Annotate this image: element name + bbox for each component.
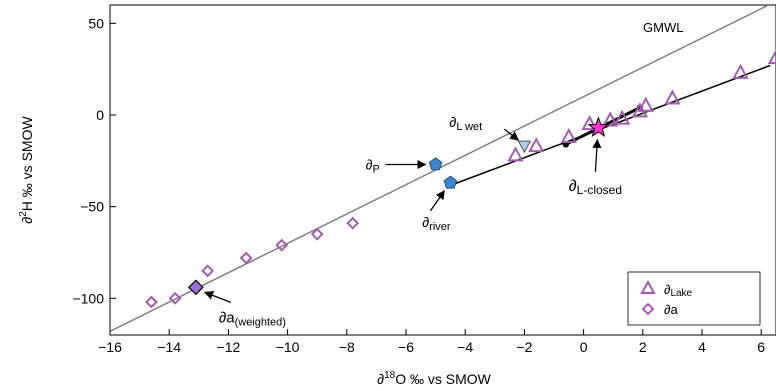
river-label: ∂river xyxy=(422,214,451,233)
l-wet-arrow xyxy=(503,128,520,141)
p-label: ∂P xyxy=(366,157,380,176)
x-axis-label-rest: O ‰ vs SMOW xyxy=(395,371,491,387)
x-tick-label: −6 xyxy=(398,339,414,355)
x-axis-label-sup: 18 xyxy=(384,370,396,381)
x-tick-label: −8 xyxy=(339,339,355,355)
gmwl-label: GMWL xyxy=(643,20,683,35)
y-axis-label: ∂2H ‰ vs SMOW xyxy=(18,116,35,224)
x-axis-label-main: ∂ xyxy=(377,371,384,387)
l-closed-label: ∂L-closed xyxy=(569,178,622,197)
y-axis-label-main: ∂ xyxy=(19,217,35,224)
annotations-layer: ∂a(weighted) ∂P ∂river ∂L wet ∂L-closed xyxy=(203,114,622,328)
lake-triangle-point xyxy=(664,89,681,105)
a-diamond-point xyxy=(239,251,253,265)
a-weighted-point xyxy=(187,279,204,296)
p-pentagon-point xyxy=(428,157,443,171)
plot-frame xyxy=(109,4,776,336)
x-tick-label: 2 xyxy=(639,339,647,355)
l-wet-triangle-point xyxy=(517,140,532,154)
river-arrow xyxy=(429,190,445,212)
a-diamond-point xyxy=(168,291,182,305)
lake-triangle-point xyxy=(732,63,749,79)
x-tick-label: −14 xyxy=(157,339,181,355)
y-tick-label: −50 xyxy=(80,199,104,215)
a-weighted-label: ∂a(weighted) xyxy=(219,309,286,328)
x-tick-label: 6 xyxy=(757,339,765,355)
lake-triangle-point xyxy=(528,137,545,153)
legend-triangle-icon xyxy=(640,279,656,294)
legend: ∂Lake ∂a xyxy=(627,271,761,326)
x-tick-label: −2 xyxy=(516,339,532,355)
y-axis-label-sup: 2 xyxy=(18,211,29,217)
lake-triangle-point xyxy=(613,109,631,125)
river-pentagon-point xyxy=(443,175,458,189)
x-tick-label: 4 xyxy=(698,339,706,355)
x-tick-label: −16 xyxy=(98,339,122,355)
y-tick-label: −100 xyxy=(72,290,104,306)
legend-box xyxy=(627,271,761,326)
y-tick-label: 50 xyxy=(88,15,104,31)
lake-triangle-point xyxy=(581,115,598,131)
legend-lake-label: ∂Lake xyxy=(664,282,693,299)
axis-ticks-layer: −16 −14 −12 −10 −8 −6 −4 −2 0 2 4 6 50 0 −50 −100 xyxy=(72,15,765,355)
x-tick-label: 0 xyxy=(580,339,588,355)
l-wet-label: ∂L wet xyxy=(449,114,482,133)
x-axis-label: ∂18O ‰ vs SMOW xyxy=(377,370,491,387)
legend-diamond-icon xyxy=(641,302,655,316)
lake-triangle-point xyxy=(602,111,619,127)
x-tick-label: −12 xyxy=(217,339,241,355)
lake-triangle-point xyxy=(507,146,524,162)
x-tick-label: −10 xyxy=(276,339,300,355)
lake-triangle-point xyxy=(560,127,577,143)
l-closed-star-point xyxy=(587,116,610,138)
lake-triangle-point xyxy=(767,49,776,65)
y-axis-label-rest: H ‰ vs SMOW xyxy=(19,116,35,212)
legend-a-label: ∂a xyxy=(664,302,678,317)
a-weighted-arrow xyxy=(203,291,232,303)
y-tick-label: 0 xyxy=(96,107,104,123)
a-diamond-point xyxy=(346,216,360,230)
a-diamond-point xyxy=(310,227,324,241)
l-closed-arrow xyxy=(592,138,602,172)
lake-triangle-point xyxy=(637,96,654,112)
a-diamond-point xyxy=(275,238,289,252)
x-tick-label: −4 xyxy=(457,339,473,355)
data-points-layer xyxy=(145,49,776,309)
a-diamond-point xyxy=(201,264,215,278)
a-diamond-point xyxy=(145,295,158,309)
